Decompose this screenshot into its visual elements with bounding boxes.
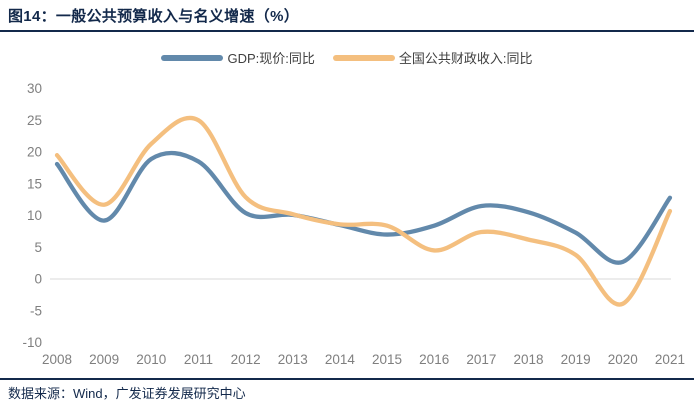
x-axis-label: 2012 [231, 352, 261, 367]
x-axis-label: 2018 [513, 352, 543, 367]
y-axis-label: 5 [34, 240, 42, 255]
y-axis-label: 25 [27, 113, 42, 128]
x-axis-label: 2013 [278, 352, 308, 367]
chart-legend: GDP:现价:同比 全国公共财政收入:同比 [0, 48, 694, 67]
y-axis-label: -10 [22, 335, 42, 350]
footer-divider [0, 378, 694, 380]
y-axis-label: 10 [27, 208, 42, 223]
x-axis-label: 2011 [184, 352, 213, 367]
y-axis-label: -5 [30, 303, 42, 318]
x-axis-label: 2021 [655, 352, 685, 367]
gdp-line [54, 150, 673, 265]
y-axis-label: 30 [27, 81, 42, 96]
fiscal-line [54, 115, 673, 307]
fiscal-legend-label: 全国公共财政收入:同比 [398, 51, 533, 66]
legend-item-fiscal: 全国公共财政收入:同比 [332, 48, 533, 67]
data-source: 数据来源：Wind，广发证券发展研究中心 [8, 386, 246, 401]
gdp-line-swatch-icon [161, 54, 224, 61]
y-axis-label: 20 [27, 145, 42, 160]
x-axis-label: 2014 [325, 352, 356, 367]
x-axis-label: 2016 [419, 352, 449, 367]
x-axis-label: 2015 [372, 352, 402, 367]
x-axis-label: 2008 [42, 352, 72, 367]
x-axis-label: 2019 [561, 352, 591, 367]
x-axis-label: 2020 [608, 352, 638, 367]
fiscal-line-swatch-icon [332, 54, 395, 61]
x-axis-label: 2010 [136, 352, 166, 367]
legend-item-gdp: GDP:现价:同比 [161, 48, 315, 67]
x-axis-label: 2017 [466, 352, 496, 367]
figure-title: 图14：一般公共预算收入与名义增速（%） [8, 8, 300, 25]
gdp-legend-label: GDP:现价:同比 [227, 51, 315, 66]
title-divider [0, 30, 694, 32]
y-axis-label: 0 [34, 272, 42, 287]
x-axis-label: 2009 [89, 352, 119, 367]
y-axis-label: 15 [27, 176, 42, 191]
